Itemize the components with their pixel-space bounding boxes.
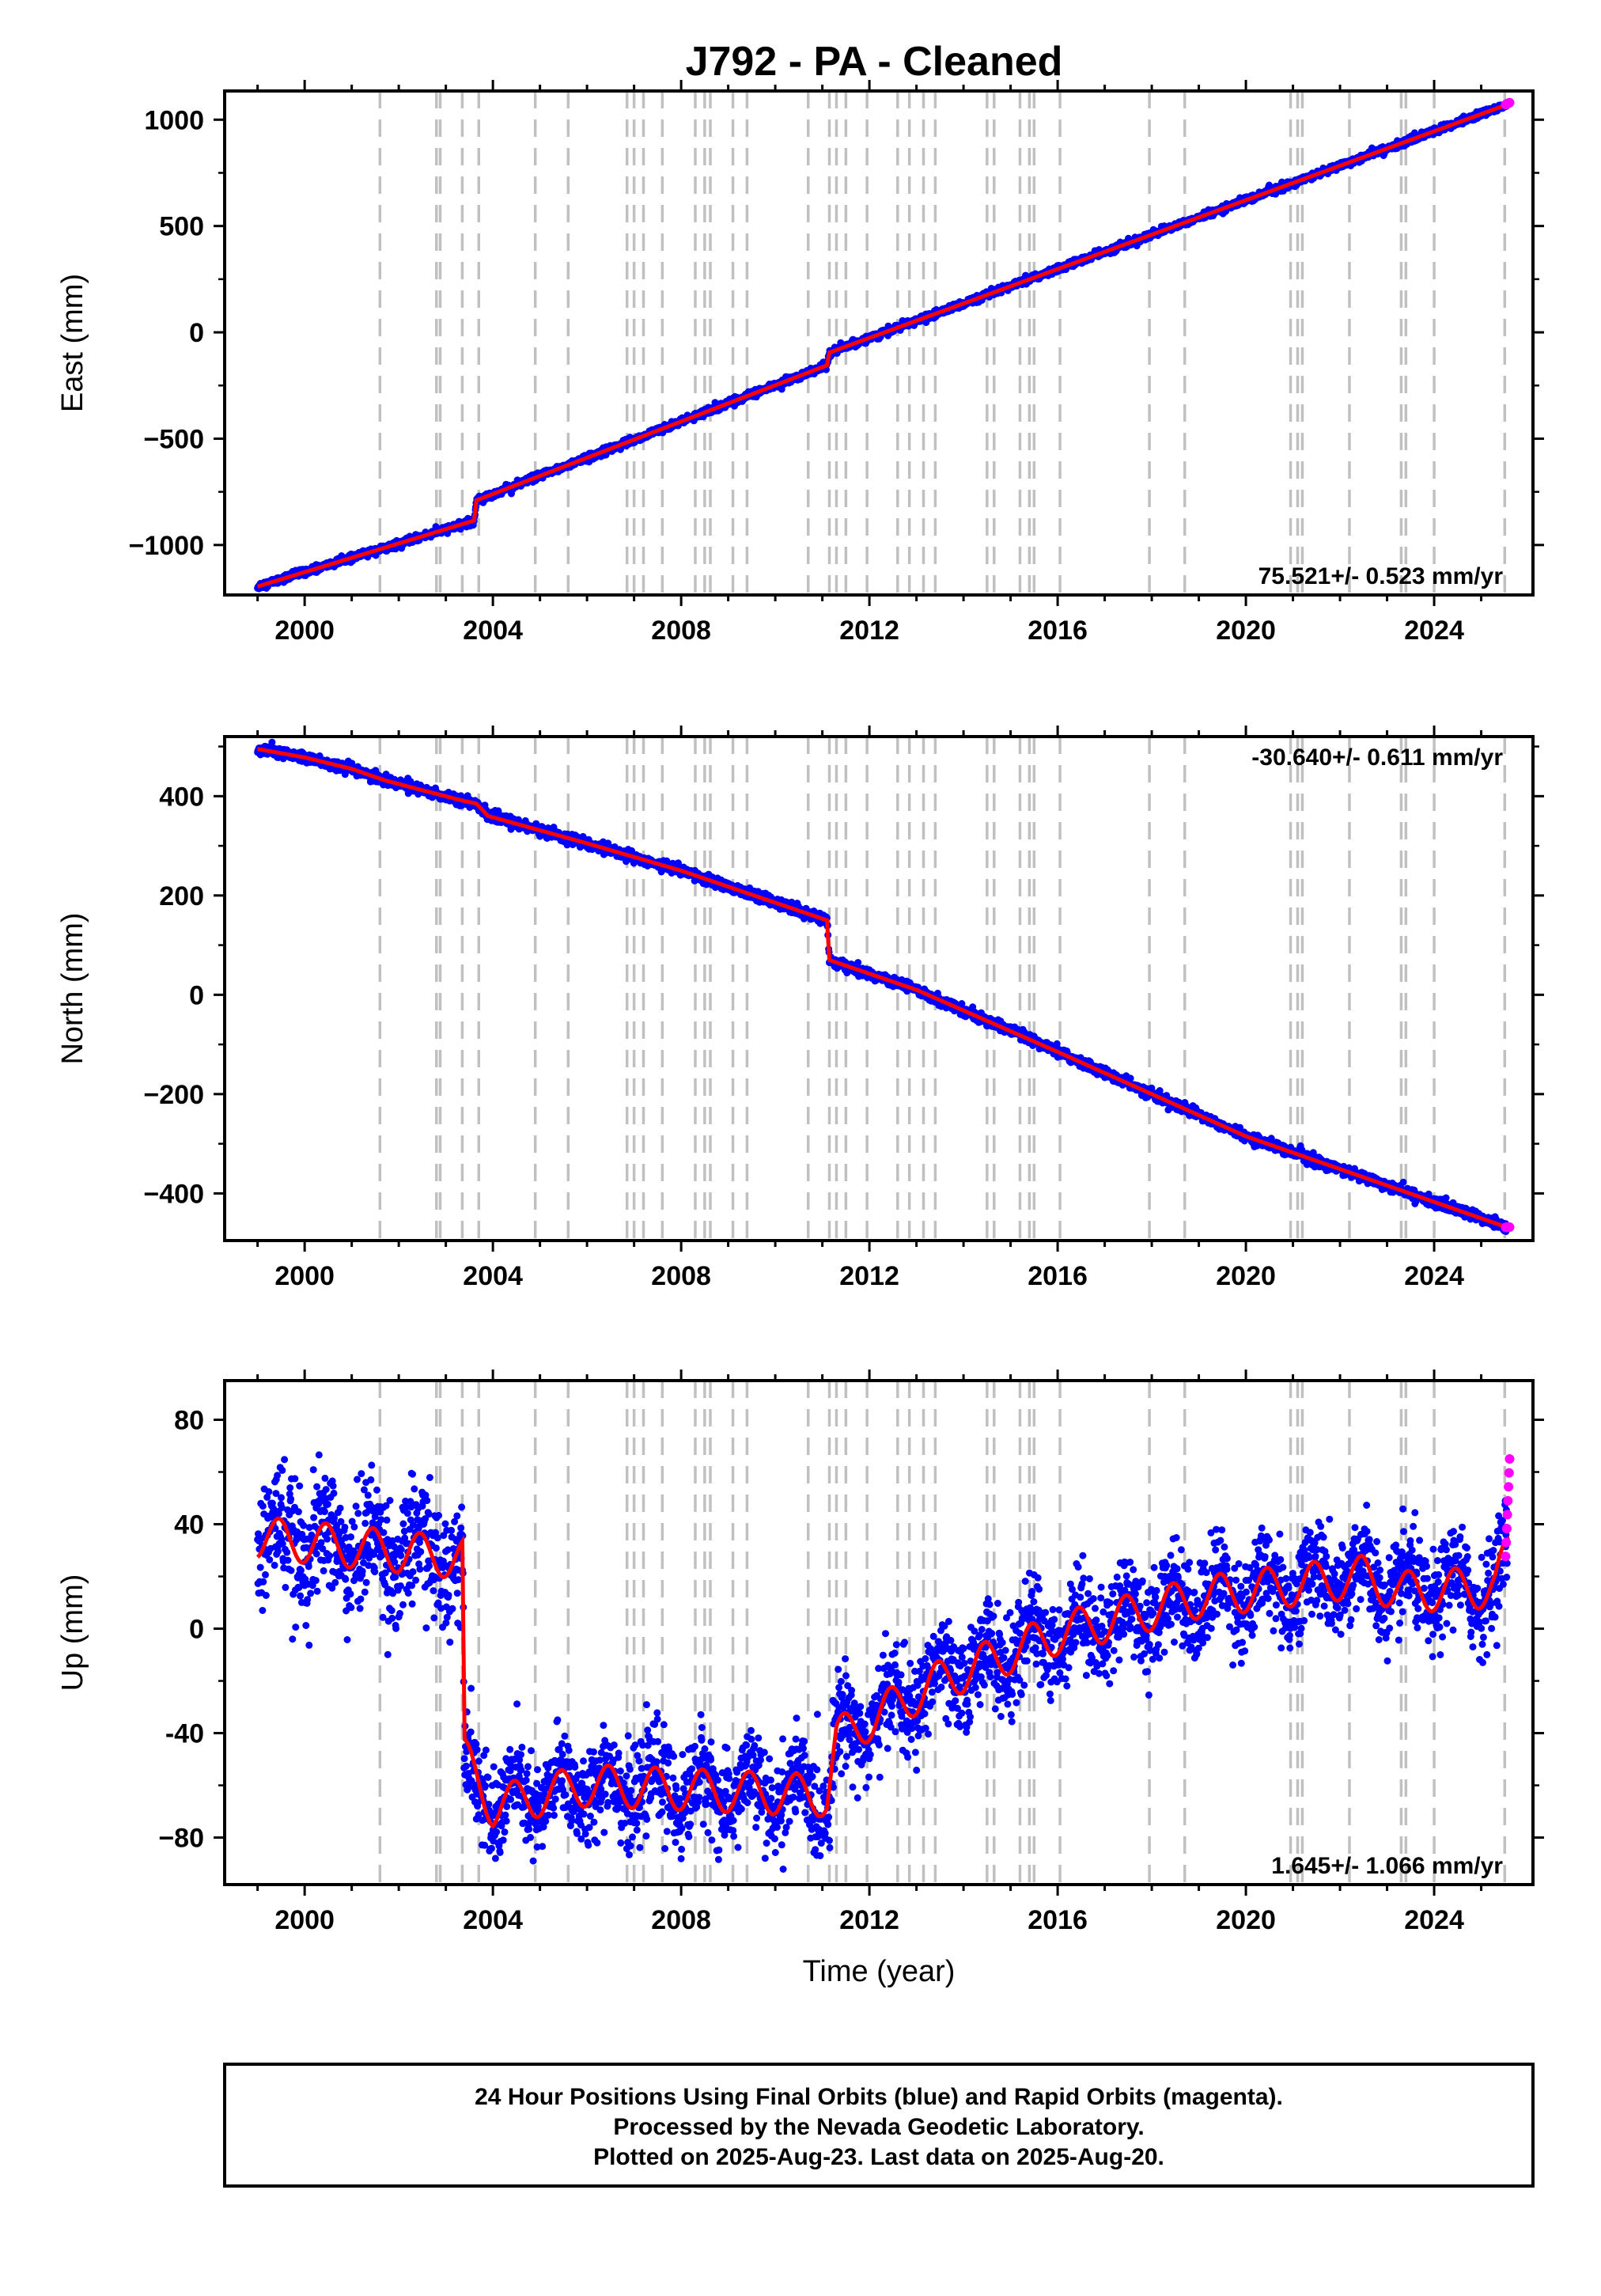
rapid-orbit-point [1504, 97, 1515, 108]
final-orbit-dots [254, 738, 1511, 1235]
x-tick-label: 2008 [651, 1905, 711, 1935]
panel-up: 2000 2004 2008 2012 2016 2020 2024 −80 -40 0 40 80 U… [56, 1370, 1544, 1988]
y-tick-label: −80 [158, 1824, 204, 1854]
x-tick-label: 2004 [463, 1905, 523, 1935]
y-axis-label: Up (mm) [56, 1574, 89, 1692]
x-tick-label: 2012 [839, 1905, 899, 1935]
plot-frame [223, 1379, 1535, 1886]
y-tick-label: 400 [159, 782, 204, 812]
rapid-orbit-point [1504, 1454, 1515, 1464]
rapid-orbit-point [1504, 1482, 1514, 1492]
rapid-orbit-point [1504, 1468, 1514, 1478]
y-axis-label: North (mm) [56, 912, 89, 1064]
x-tick-label: 2000 [274, 1261, 335, 1291]
rapid-orbit-point [1501, 1524, 1512, 1534]
y-tick-label: −200 [143, 1080, 204, 1110]
y-tick-label: −1000 [129, 531, 205, 561]
rapid-orbit-points [1501, 97, 1515, 110]
x-tick-label: 2008 [651, 616, 711, 646]
x-tick-label: 2000 [274, 616, 335, 646]
final-orbit-points [254, 1451, 1511, 1873]
rapid-orbit-points [1501, 1222, 1515, 1233]
plot-area [254, 1381, 1515, 1885]
rapid-orbit-point [1501, 1552, 1511, 1562]
rapid-orbit-points [1501, 1454, 1515, 1562]
y-tick-label: −400 [143, 1179, 204, 1209]
y-tick-label: 0 [189, 318, 204, 348]
x-tick-label: 2012 [839, 1261, 899, 1291]
y-tick-label: 0 [189, 980, 204, 1010]
x-tick-label: 2024 [1404, 1905, 1464, 1935]
final-orbit-points [254, 99, 1511, 593]
x-axis-label: Time (year) [803, 1955, 956, 1988]
rapid-orbit-point [1501, 1537, 1512, 1548]
y-tick-label: −500 [143, 424, 204, 454]
footer-box: 24 Hour Positions Using Final Orbits (bl… [223, 2063, 1535, 2188]
model-line [257, 101, 1511, 589]
y-tick-label: 0 [189, 1615, 204, 1645]
x-tick-label: 2004 [463, 1261, 523, 1291]
final-orbit-points [254, 738, 1511, 1235]
rapid-orbit-point [1502, 1510, 1512, 1520]
y-axis: −400 −200 0 200 400 [143, 745, 1544, 1209]
y-tick-label: 200 [159, 881, 204, 911]
final-orbit-dots [254, 1451, 1511, 1873]
y-axis: −80 -40 0 40 80 [158, 1406, 1544, 1854]
footer-line-1: 24 Hour Positions Using Final Orbits (bl… [475, 2084, 1283, 2110]
plot-area [254, 91, 1515, 595]
x-tick-label: 2016 [1028, 1905, 1088, 1935]
x-tick-label: 2020 [1216, 1905, 1276, 1935]
y-tick-label: 40 [174, 1510, 204, 1540]
x-tick-label: 2020 [1216, 1261, 1276, 1291]
rapid-orbit-point [1503, 1495, 1513, 1506]
x-tick-label: 2008 [651, 1261, 711, 1291]
x-tick-label: 2024 [1404, 1261, 1464, 1291]
x-axis: 2000 2004 2008 2012 2016 2020 2024 [256, 80, 1483, 646]
x-tick-label: 2012 [839, 616, 899, 646]
x-tick-label: 2004 [463, 616, 523, 646]
x-tick-label: 2016 [1028, 616, 1088, 646]
model-line [257, 747, 1511, 1230]
y-tick-label: -40 [165, 1719, 204, 1749]
rapid-orbit-point [1504, 1222, 1515, 1233]
rate-label: 1.645+/- 1.066 mm/yr [1271, 1853, 1503, 1879]
x-axis: 2000 2004 2008 2012 2016 2020 2024 [256, 1370, 1483, 1935]
plot-frame [223, 89, 1535, 597]
y-tick-label: 80 [174, 1406, 204, 1436]
figure-title: J792 - PA - Cleaned [686, 39, 1063, 85]
final-orbit-dots [254, 99, 1511, 593]
y-tick-label: 500 [159, 212, 204, 242]
x-tick-label: 2016 [1028, 1261, 1088, 1291]
plot-area [254, 737, 1515, 1241]
panel-north: 2000 2004 2008 2012 2016 2020 2024 −400 −200 0 200… [56, 726, 1544, 1291]
model-line [255, 1516, 1511, 1829]
x-tick-label: 2000 [274, 1905, 335, 1935]
rate-label: 75.521+/- 0.523 mm/yr [1258, 563, 1504, 589]
x-tick-label: 2020 [1216, 616, 1276, 646]
x-tick-label: 2024 [1404, 616, 1464, 646]
rate-label: -30.640+/- 0.611 mm/yr [1251, 744, 1503, 771]
y-axis: −1000 −500 0 500 1000 [129, 105, 1544, 561]
x-axis: 2000 2004 2008 2012 2016 2020 2024 [256, 726, 1483, 1291]
footer-line-2: Processed by the Nevada Geodetic Laborat… [613, 2114, 1144, 2140]
plot-frame [223, 735, 1535, 1242]
footer-line-3: Plotted on 2025-Aug-23. Last data on 202… [593, 2144, 1164, 2170]
y-axis-label: East (mm) [56, 274, 89, 412]
panel-east: 2000 2004 2008 2012 2016 2020 2024 −1000 −500 0 50… [56, 80, 1544, 646]
panels: 2000 2004 2008 2012 2016 2020 2024−1000−500050… [56, 80, 1544, 1988]
y-tick-label: 1000 [144, 105, 204, 135]
